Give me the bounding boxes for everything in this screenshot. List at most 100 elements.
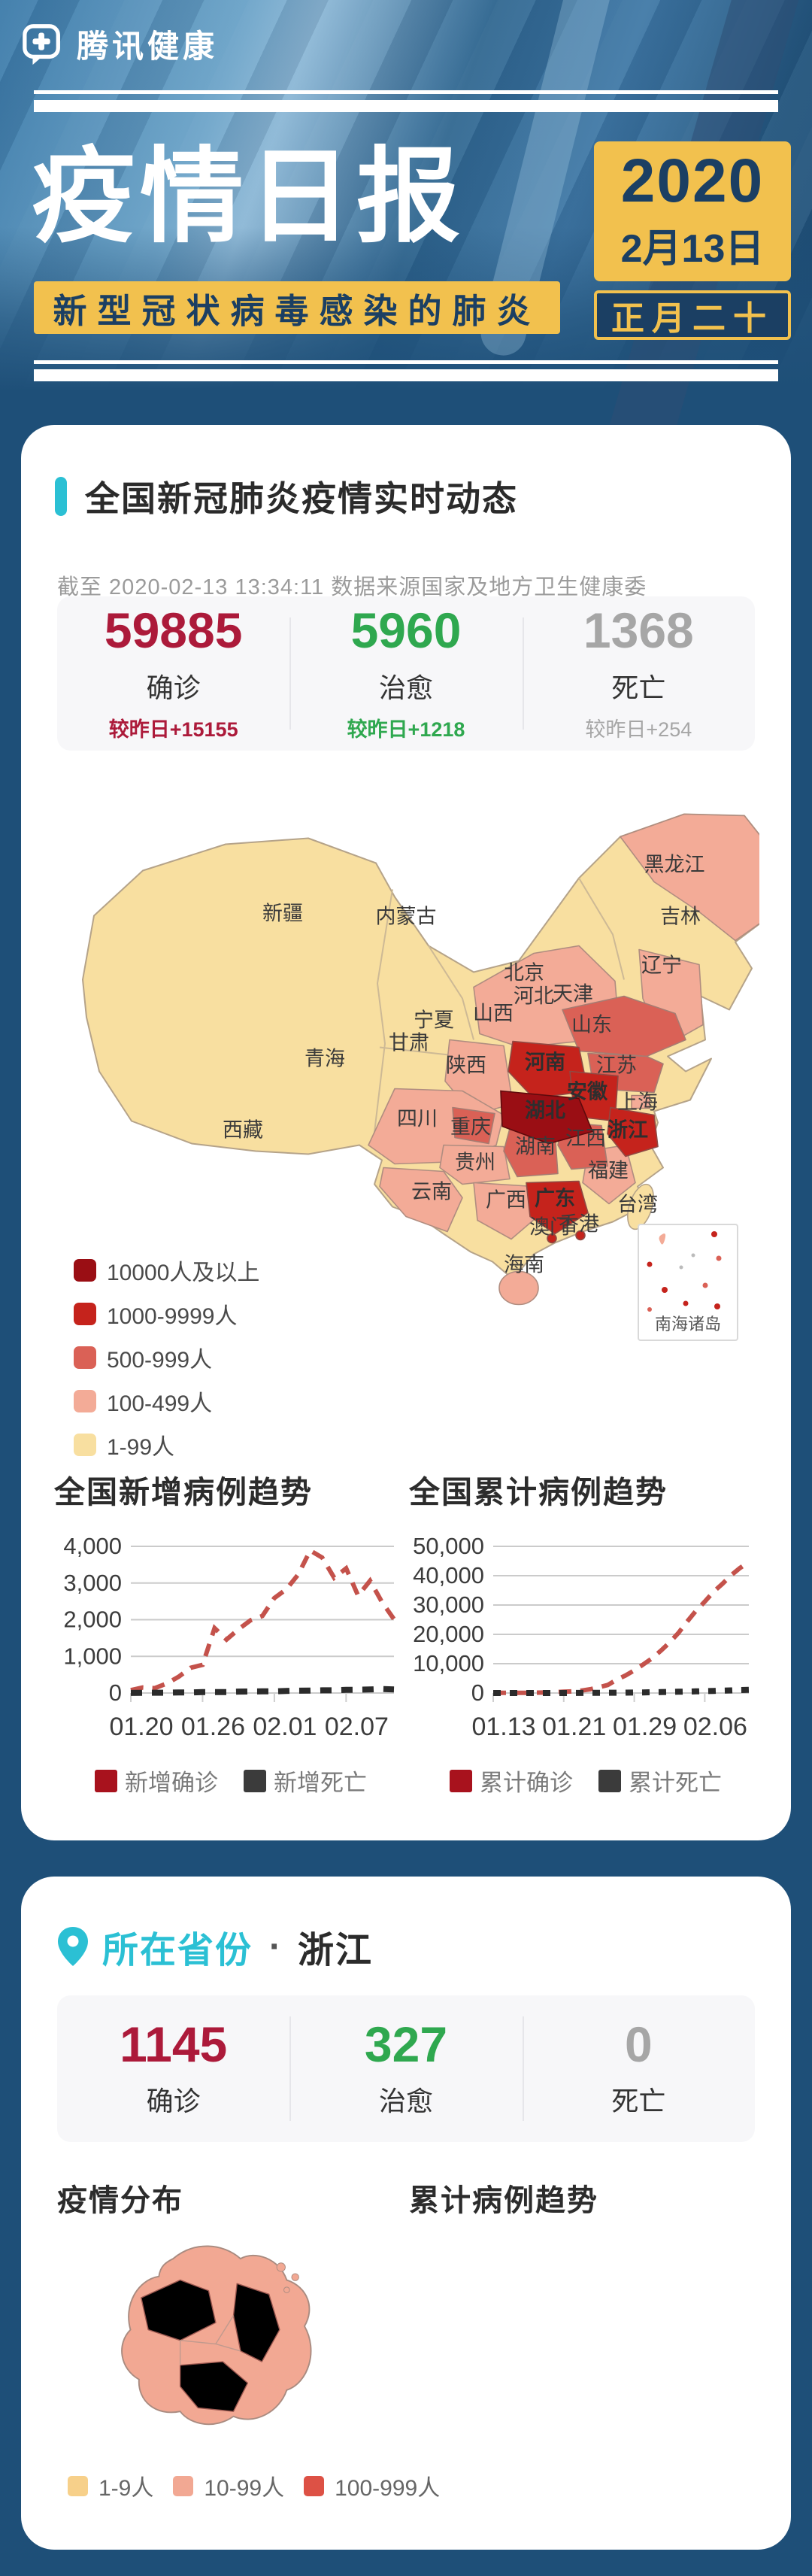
confirmed-delta: 较昨日+15155 <box>108 718 238 741</box>
legend-label: 100-499人 <box>107 1391 213 1416</box>
line-chart: 0 1,000 2,000 3,000 4,000 01.20 01.26 02.01 02.0… <box>63 1533 396 1741</box>
legend-swatch <box>598 1769 621 1792</box>
svg-text:2,000: 2,000 <box>63 1607 122 1633</box>
province-label: 湖北 <box>525 1100 565 1122</box>
national-new-trend-chart: 全国新增病例趋势 0 1,000 2,000 3,000 4,000 01.20 01.26… <box>54 1467 408 1798</box>
stat-deaths: 0 死亡 <box>522 1995 755 2142</box>
separator-dot: · <box>269 1926 281 1967</box>
legend-label: 1000-9999人 <box>107 1304 238 1329</box>
date-year: 2020 <box>620 146 765 215</box>
lunar-date-badge: 正月二十 <box>594 290 791 340</box>
province-label: 上海 <box>617 1091 658 1114</box>
province-label: 内蒙古 <box>376 906 437 928</box>
stat-confirmed: 1145 确诊 <box>57 1995 289 2142</box>
province-section-header: 所在省份 · 浙江 <box>57 1920 373 1973</box>
legend-item: 500-999人 <box>74 1341 259 1374</box>
legend-swatch <box>304 2475 325 2496</box>
province-label: 香港 <box>559 1213 599 1236</box>
legend-swatch <box>450 1769 472 1792</box>
province-label: 河北 <box>514 985 554 1008</box>
deaths-delta: 较昨日+254 <box>585 718 692 741</box>
svg-text:10,000: 10,000 <box>413 1650 484 1676</box>
svg-text:40,000: 40,000 <box>413 1562 484 1588</box>
accent-bar <box>55 477 67 516</box>
province-label: 黑龙江 <box>644 854 705 876</box>
svg-text:30,000: 30,000 <box>413 1591 484 1618</box>
confirmed-label: 确诊 <box>146 2086 201 2117</box>
page-subtitle: 新型冠状病毒感染的肺炎 <box>34 281 560 334</box>
svg-text:4,000: 4,000 <box>63 1533 122 1559</box>
province-label: 新疆 <box>262 903 303 925</box>
legend-label: 10-99人 <box>204 2476 285 2501</box>
svg-text:0: 0 <box>109 1679 122 1706</box>
divider-line <box>34 100 778 112</box>
province-label: 江苏 <box>596 1054 637 1077</box>
china-map-legend: 10000人及以上 1000-9999人 500-999人 100-499人 1-99人 <box>74 1254 259 1461</box>
stat-confirmed: 59885 确诊 较昨日+15155 <box>57 596 289 751</box>
chart-legend-item: 新增确诊 <box>95 1764 218 1798</box>
svg-text:01.21: 01.21 <box>542 1713 606 1741</box>
chart-title: 全国新增病例趋势 <box>54 1475 313 1509</box>
national-stats: 59885 确诊 较昨日+15155 5960 治愈 较昨日+1218 1368… <box>57 596 755 751</box>
province-label: 陕西 <box>446 1054 486 1077</box>
province-label: 辽宁 <box>641 954 682 977</box>
deaths-label: 死亡 <box>611 2086 666 2117</box>
province-stats: 1145 确诊 327 治愈 0 死亡 <box>57 1995 755 2142</box>
province-label: 安徽 <box>567 1081 608 1103</box>
province-label: 江西 <box>565 1127 606 1150</box>
province-label: 河南 <box>525 1051 565 1074</box>
deaths-value: 1368 <box>583 602 694 659</box>
legend-item: 1-99人 <box>74 1428 259 1461</box>
svg-text:02.07: 02.07 <box>325 1713 389 1741</box>
cured-value: 5960 <box>350 602 462 659</box>
svg-text:1,000: 1,000 <box>63 1643 122 1669</box>
hero-banner: 腾讯健康 疫情日报 2020 2月13日 正月二十 新型冠状病毒感染的肺炎 <box>0 0 812 391</box>
province-label: 甘肃 <box>389 1032 429 1054</box>
distribution-title: 疫情分布 <box>57 2184 183 2217</box>
chart-legend-item: 新增死亡 <box>244 1764 367 1798</box>
divider-line <box>34 90 778 94</box>
divider-line <box>34 360 778 364</box>
confirmed-value: 1145 <box>120 2016 228 2072</box>
svg-text:20,000: 20,000 <box>413 1621 484 1647</box>
province-label: 西藏 <box>223 1119 263 1142</box>
legend-label: 累计死亡 <box>629 1770 722 1796</box>
cured-label: 治愈 <box>378 2086 433 2117</box>
zhejiang-map-legend: 1-9人 10-99人 100-999人 <box>68 2469 440 2502</box>
divider-line <box>34 369 778 381</box>
province-label: 浙江 <box>607 1119 648 1142</box>
page-title: 疫情日报 <box>32 139 465 255</box>
province-label: 福建 <box>588 1160 629 1182</box>
legend-item: 100-999人 <box>304 2469 440 2502</box>
legend-label: 新增死亡 <box>274 1770 367 1796</box>
legend-swatch <box>74 1259 96 1282</box>
province-label: 湖南 <box>515 1136 556 1158</box>
location-pin-icon <box>58 1927 88 1966</box>
legend-item: 10-99人 <box>173 2469 284 2502</box>
stat-cured: 5960 治愈 较昨日+1218 <box>289 596 522 751</box>
province-label: 吉林 <box>660 906 701 928</box>
province-label: 青海 <box>304 1048 345 1070</box>
confirmed-label: 确诊 <box>146 672 201 703</box>
province-label: 海南 <box>504 1254 544 1276</box>
tencent-health-icon <box>23 23 60 65</box>
province-label: 贵州 <box>455 1151 495 1174</box>
legend-swatch <box>68 2475 88 2496</box>
province-label: 四川 <box>397 1108 438 1130</box>
province-label: 山西 <box>473 1003 514 1025</box>
national-total-trend-chart: 全国累计病例趋势 0 10,000 20,000 30,000 40,000 50,000… <box>409 1467 762 1798</box>
svg-text:50,000: 50,000 <box>413 1533 484 1559</box>
stat-deaths: 1368 死亡 较昨日+254 <box>522 596 755 751</box>
stat-cured: 327 治愈 <box>289 1995 522 2142</box>
deaths-value: 0 <box>624 2016 653 2072</box>
chart-legend-item: 累计死亡 <box>598 1764 722 1798</box>
legend-label: 100-999人 <box>335 2476 441 2501</box>
legend-label: 1-99人 <box>107 1435 175 1460</box>
legend-item: 1-9人 <box>68 2469 153 2502</box>
province-label: 北京 <box>504 962 544 985</box>
date-badge: 2020 2月13日 <box>594 141 791 281</box>
svg-text:01.26: 01.26 <box>181 1713 245 1741</box>
chart-title: 全国累计病例趋势 <box>409 1475 668 1509</box>
chart-legend-item: 累计确诊 <box>450 1764 573 1798</box>
